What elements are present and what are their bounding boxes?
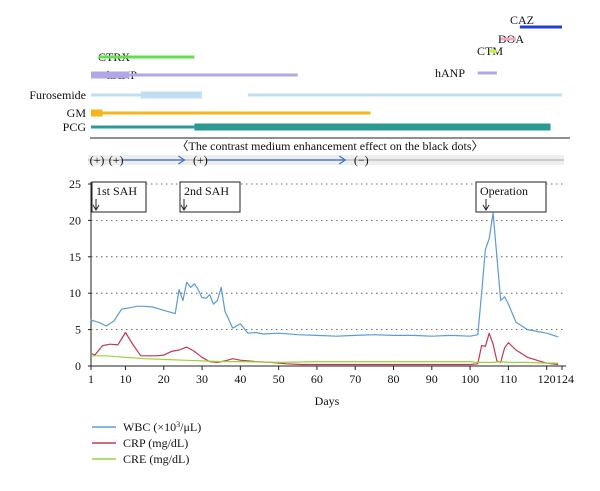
annotation-arrowhead-1 (180, 204, 188, 211)
gantt-bar-6-1 (140, 91, 203, 99)
x-tick-label-11: 110 (500, 372, 518, 386)
x-tick-label-1: 10 (119, 372, 131, 386)
timeline-marker-0: (+) (90, 153, 105, 167)
x-tick-label-9: 90 (426, 372, 438, 386)
legend-label-crp: CRP (mg/dL) (123, 436, 188, 450)
x-tick-label-7: 70 (349, 372, 361, 386)
timeline-arrowhead-1 (338, 155, 347, 165)
y-tick-label-1: 5 (75, 323, 81, 337)
y-tick-label-2: 10 (69, 286, 81, 300)
timeline-marker-2: (+) (193, 153, 208, 167)
annotation-box-1 (179, 181, 241, 213)
timeline-marker-1: (+) (109, 153, 124, 167)
contrast-effect-timeline: 〈The contrast medium enhancement effect … (88, 139, 564, 167)
gantt-row-label-3: hANP (435, 66, 465, 80)
x-tick-label-3: 30 (196, 372, 208, 386)
medication-gantt-chart: CAZDOACTMhANPCTRXhANPFurosemideGMPCG (29, 13, 570, 139)
timeline-marker-3: (−) (354, 153, 369, 167)
x-tick-label-10: 100 (461, 372, 479, 386)
y-tick-label-4: 20 (69, 213, 81, 227)
timeline-title: 〈The contrast medium enhancement effect … (176, 139, 483, 153)
annotation-box-0 (91, 181, 147, 213)
series-line-wbc (90, 212, 559, 338)
gantt-row-label-7: GM (67, 106, 87, 120)
x-tick-label-12: 120 (538, 372, 556, 386)
x-tick-label-5: 50 (273, 372, 285, 386)
x-tick-label-8: 80 (388, 372, 400, 386)
x-tick-label-0: 1 (88, 372, 94, 386)
legend-label-cre: CRE (mg/dL) (123, 452, 189, 466)
gantt-row-label-0: CAZ (510, 13, 534, 27)
annotation-label-0: 1st SAH (96, 184, 137, 198)
gantt-bar-6-2 (248, 93, 562, 97)
annotation-label-1: 2nd SAH (184, 184, 229, 198)
gantt-bar-7-1 (91, 111, 371, 115)
annotation-arrowhead-0 (92, 204, 100, 211)
gantt-bar-8-1 (194, 123, 551, 131)
gantt-row-label-8: PCG (63, 120, 87, 134)
x-tick-label-13: 124 (556, 372, 574, 386)
y-tick-label-5: 25 (69, 177, 81, 191)
gantt-bar-0-0 (519, 25, 562, 29)
x-tick-label-2: 20 (158, 372, 170, 386)
gantt-bar-8-0 (91, 125, 195, 129)
gantt-bar-4-0 (98, 55, 195, 59)
legend-label-wbc: WBC (×103/μL) (123, 420, 201, 435)
gantt-bar-3-0 (477, 71, 497, 75)
gantt-bar-5-1 (129, 73, 298, 77)
x-tick-label-6: 60 (311, 372, 323, 386)
series-line-cre (92, 355, 559, 364)
annotation-label-2: Operation (480, 184, 528, 198)
timeline-arrowhead-0 (178, 155, 186, 165)
gantt-bar-2-0 (489, 49, 497, 53)
gantt-row-label-6: Furosemide (29, 88, 86, 102)
y-tick-label-3: 15 (69, 250, 81, 264)
y-tick-label-0: 0 (75, 359, 81, 373)
x-axis-label: Days (315, 394, 340, 408)
x-tick-label-4: 40 (234, 372, 246, 386)
gantt-bar-1-0 (500, 37, 517, 41)
annotation-arrowhead-2 (482, 204, 490, 211)
gantt-bar-5-0 (91, 71, 130, 79)
